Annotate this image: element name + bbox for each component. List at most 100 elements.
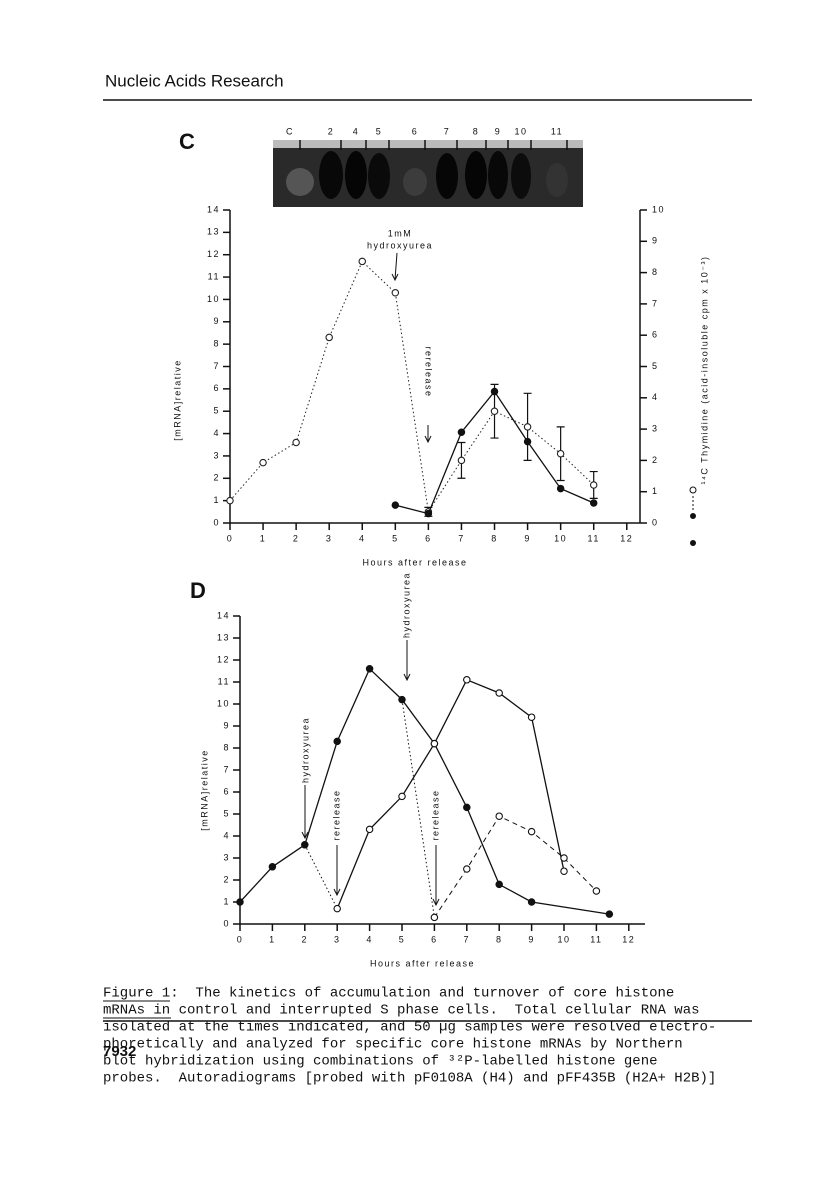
page-number: 7932 (103, 1043, 136, 1060)
y-tick-label: 3 (223, 852, 230, 862)
x-tick-label: 0 (227, 533, 234, 543)
x-tick-label: 10 (557, 934, 570, 944)
y-tick-label: 9 (223, 720, 230, 730)
y2-tick-label: 10 (652, 204, 665, 214)
data-point (424, 509, 433, 518)
lane-label: 7 (444, 126, 451, 136)
lane-label: 9 (495, 126, 502, 136)
data-point (430, 913, 439, 922)
y-tick-label: 4 (223, 830, 230, 840)
y-tick-label: 8 (213, 339, 220, 349)
caption-line: blot hybridization using combinations of… (103, 1054, 658, 1070)
lane-label: 8 (473, 126, 480, 136)
lane-label: 11 (551, 126, 563, 136)
y-tick-label: 9 (213, 316, 220, 326)
data-point (523, 437, 532, 446)
data-point (333, 737, 341, 746)
x-axis-label: Hours after release (370, 958, 475, 968)
data-point (398, 792, 406, 801)
x-tick-label: 11 (590, 934, 602, 944)
annotation: rerelease (331, 789, 341, 840)
data-point (527, 827, 536, 836)
data-point (301, 841, 309, 849)
y-tick-label: 8 (223, 742, 230, 752)
x-tick-label: 2 (302, 934, 309, 944)
x-tick-label: 4 (366, 934, 373, 944)
data-point (259, 458, 267, 467)
y-tick-label: 3 (213, 450, 220, 460)
data-point (490, 387, 499, 396)
gel-image (273, 140, 583, 207)
data-point (560, 854, 568, 862)
annotation: hydroxyurea (300, 717, 310, 783)
y-tick-label: 2 (223, 874, 230, 884)
panel-label: D (190, 578, 206, 603)
annotation: rerelease (430, 789, 440, 840)
x-tick-label: 9 (524, 533, 531, 543)
data-point (391, 288, 400, 297)
data-point (527, 898, 536, 906)
data-point (398, 695, 406, 704)
data-point (365, 825, 374, 834)
y-tick-label: 1 (213, 495, 220, 505)
x-tick-label: 5 (392, 533, 399, 543)
data-point (325, 333, 333, 342)
caption-line: mRNAs in control and interrupted S phase… (103, 1003, 700, 1019)
lane-label: C (286, 126, 294, 136)
lane-label: 4 (353, 126, 360, 136)
caption-line: probes. Autoradiograms [probed with pF01… (103, 1071, 716, 1087)
x-tick-label: 9 (528, 934, 535, 944)
gel-band (546, 163, 568, 197)
legend-filled-symbol (690, 513, 696, 519)
legend-open-symbol (689, 486, 697, 494)
x-tick-label: 0 (237, 934, 244, 944)
data-point (560, 867, 568, 875)
y2-tick-label: 4 (652, 392, 659, 402)
data-point (430, 739, 439, 748)
x-tick-label: 1 (260, 533, 267, 543)
data-point (365, 665, 374, 673)
panel-label: C (179, 129, 195, 154)
data-point (556, 449, 565, 458)
arrow-head (403, 673, 411, 682)
x-tick-label: 3 (334, 934, 341, 944)
y2-tick-label: 9 (652, 236, 659, 246)
x-tick-label: 7 (458, 533, 465, 543)
x-tick-label: 4 (359, 533, 366, 543)
data-point (463, 865, 471, 873)
y2-axis-label: ¹⁴C Thymidine (acid-insoluble cpm x 10⁻³… (699, 255, 709, 484)
data-point (457, 428, 466, 436)
data-point (495, 880, 503, 889)
y-tick-label: 10 (207, 294, 220, 304)
series-line (433, 815, 597, 918)
y-tick-label: 13 (217, 632, 230, 642)
y-tick-label: 2 (213, 473, 220, 483)
y-tick-label: 13 (207, 227, 220, 237)
gel-band (286, 168, 314, 196)
y2-tick-label: 0 (652, 517, 659, 527)
x-tick-label: 10 (554, 533, 567, 543)
data-point (333, 904, 341, 913)
y-tick-label: 5 (223, 808, 230, 818)
gel-band (465, 151, 487, 199)
x-tick-label: 7 (464, 934, 471, 944)
y-axis-label: [mRNA]relative (172, 359, 182, 441)
y-tick-label: 6 (213, 383, 220, 393)
data-point (589, 481, 598, 489)
y-tick-label: 7 (223, 764, 230, 774)
data-point (527, 713, 536, 721)
x-tick-label: 12 (622, 934, 635, 944)
y2-tick-label: 6 (652, 330, 659, 340)
y-tick-label: 1 (223, 896, 230, 906)
x-tick-label: 6 (431, 934, 438, 944)
y-tick-label: 0 (213, 517, 220, 527)
y-tick-label: 4 (213, 428, 220, 438)
chart: C C 2 4 5 6 7 8 9 10 11012345678910111213140123456… (172, 126, 709, 567)
lane-label: 6 (412, 126, 419, 136)
x-tick-label: 2 (293, 533, 300, 543)
x-tick-label: 6 (425, 533, 432, 543)
gel-band (319, 151, 343, 199)
data-point (605, 910, 614, 918)
